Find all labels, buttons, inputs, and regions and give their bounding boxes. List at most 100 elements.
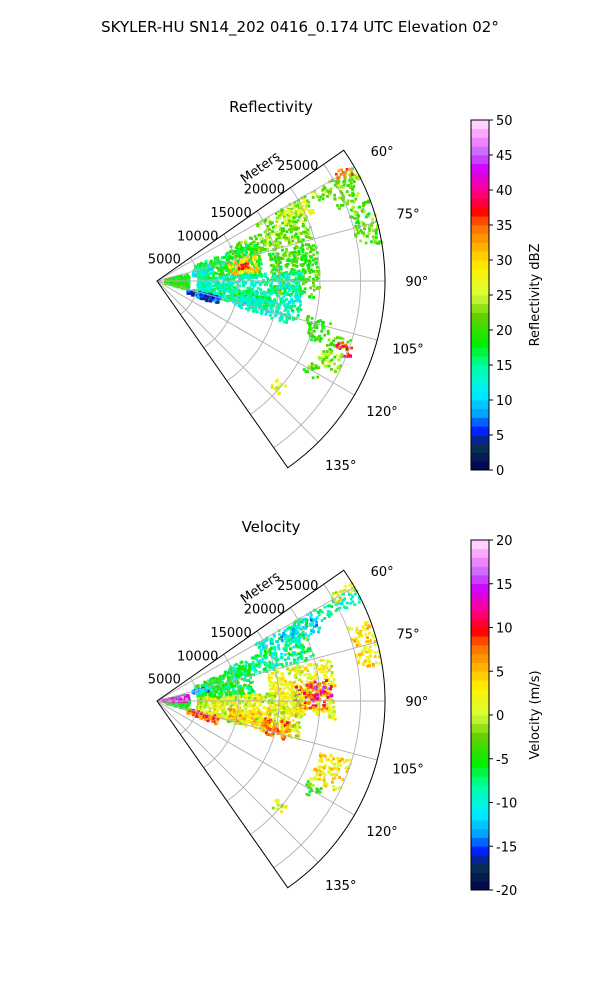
echo-cell bbox=[273, 387, 277, 390]
echo-cell bbox=[322, 667, 326, 671]
echo-cell bbox=[220, 690, 223, 693]
echo-cell bbox=[284, 634, 288, 638]
echo-cell bbox=[290, 271, 294, 275]
echo-cell bbox=[267, 673, 271, 677]
echo-cell bbox=[213, 261, 217, 265]
echo-cell bbox=[288, 734, 292, 738]
echo-cell bbox=[213, 678, 217, 682]
echo-cell bbox=[259, 703, 262, 707]
echo-cell bbox=[329, 667, 332, 670]
echo-cell bbox=[216, 679, 220, 683]
echo-cell bbox=[234, 669, 237, 673]
echo-cell bbox=[298, 689, 301, 692]
echo-cell bbox=[351, 173, 354, 176]
echo-cell bbox=[256, 300, 260, 304]
echo-cell bbox=[306, 259, 310, 263]
echo-cell bbox=[283, 648, 287, 652]
echo-cell bbox=[258, 662, 261, 666]
echo-cell bbox=[318, 683, 321, 686]
echo-cell bbox=[217, 288, 221, 292]
echo-cell bbox=[288, 672, 291, 675]
echo-cell bbox=[269, 642, 273, 645]
echo-cell bbox=[306, 688, 310, 692]
echo-cell bbox=[269, 303, 273, 307]
echo-cell bbox=[208, 261, 212, 265]
echo-cell bbox=[307, 279, 311, 282]
echo-cell bbox=[299, 686, 303, 689]
echo-cell bbox=[219, 272, 223, 275]
echo-cell bbox=[271, 258, 275, 261]
colorbar-tick-label: 5 bbox=[496, 429, 504, 444]
echo-cell bbox=[234, 275, 238, 279]
echo-cell bbox=[274, 722, 278, 726]
echo-cell bbox=[302, 220, 305, 223]
echo-cell bbox=[241, 293, 245, 297]
echo-cell bbox=[260, 660, 263, 663]
echo-cell bbox=[222, 293, 226, 296]
echo-cell bbox=[308, 696, 311, 699]
echo-cell bbox=[337, 366, 340, 369]
echo-cell bbox=[297, 634, 300, 637]
echo-cell bbox=[293, 264, 297, 267]
echo-cell bbox=[329, 187, 333, 191]
echo-cell bbox=[349, 591, 353, 595]
echo-cell bbox=[317, 630, 320, 634]
echo-cell bbox=[275, 237, 279, 241]
echo-cell bbox=[309, 681, 313, 685]
echo-cell bbox=[298, 215, 301, 219]
echo-cell bbox=[234, 246, 238, 249]
echo-cell bbox=[324, 666, 328, 670]
echo-cell bbox=[315, 707, 319, 711]
echo-cell bbox=[337, 600, 341, 603]
echo-cell bbox=[310, 338, 313, 342]
echo-cell bbox=[265, 706, 269, 710]
echo-cell bbox=[290, 219, 294, 223]
echo-cell bbox=[217, 281, 220, 285]
echo-cell bbox=[294, 220, 298, 224]
echo-cell bbox=[291, 627, 295, 631]
echo-cell bbox=[311, 618, 315, 621]
echo-cell bbox=[283, 252, 287, 255]
echo-cell bbox=[265, 295, 269, 298]
echo-cell bbox=[278, 687, 282, 691]
echo-cell bbox=[375, 236, 378, 239]
echo-cell bbox=[237, 242, 241, 245]
echo-cell bbox=[270, 385, 274, 389]
echo-cell bbox=[191, 293, 194, 297]
echo-cell bbox=[250, 667, 253, 671]
echo-cell bbox=[269, 258, 273, 261]
echo-cell bbox=[255, 293, 259, 297]
echo-cell bbox=[349, 208, 353, 212]
echo-cell bbox=[335, 181, 339, 184]
echo-cell bbox=[223, 262, 227, 266]
echo-cell bbox=[235, 297, 239, 300]
echo-cell bbox=[311, 367, 315, 370]
echo-cell bbox=[273, 648, 277, 652]
echo-cell bbox=[241, 303, 245, 307]
echo-cell bbox=[182, 276, 186, 280]
echo-cell bbox=[368, 227, 371, 230]
echo-cell bbox=[211, 706, 215, 710]
echo-cell bbox=[323, 690, 327, 694]
echo-cell bbox=[360, 220, 364, 224]
echo-cell bbox=[261, 647, 265, 651]
echo-cell bbox=[332, 678, 336, 681]
echo-cell bbox=[230, 283, 234, 286]
echo-cell bbox=[330, 367, 333, 371]
echo-cell bbox=[238, 268, 242, 272]
echo-cell bbox=[244, 259, 248, 262]
echo-cell bbox=[211, 276, 214, 280]
echo-cell bbox=[192, 273, 195, 277]
echo-cell bbox=[220, 284, 224, 288]
echo-cell bbox=[211, 291, 215, 295]
echo-cell bbox=[236, 244, 239, 247]
echo-cell bbox=[259, 648, 263, 652]
echo-cell bbox=[272, 267, 276, 271]
echo-cell bbox=[245, 721, 248, 725]
echo-cell bbox=[279, 256, 282, 260]
echo-cell bbox=[203, 283, 207, 286]
echo-cell bbox=[271, 229, 274, 233]
echo-cell bbox=[263, 298, 267, 301]
echo-cell bbox=[349, 181, 353, 185]
echo-cell bbox=[260, 240, 264, 243]
